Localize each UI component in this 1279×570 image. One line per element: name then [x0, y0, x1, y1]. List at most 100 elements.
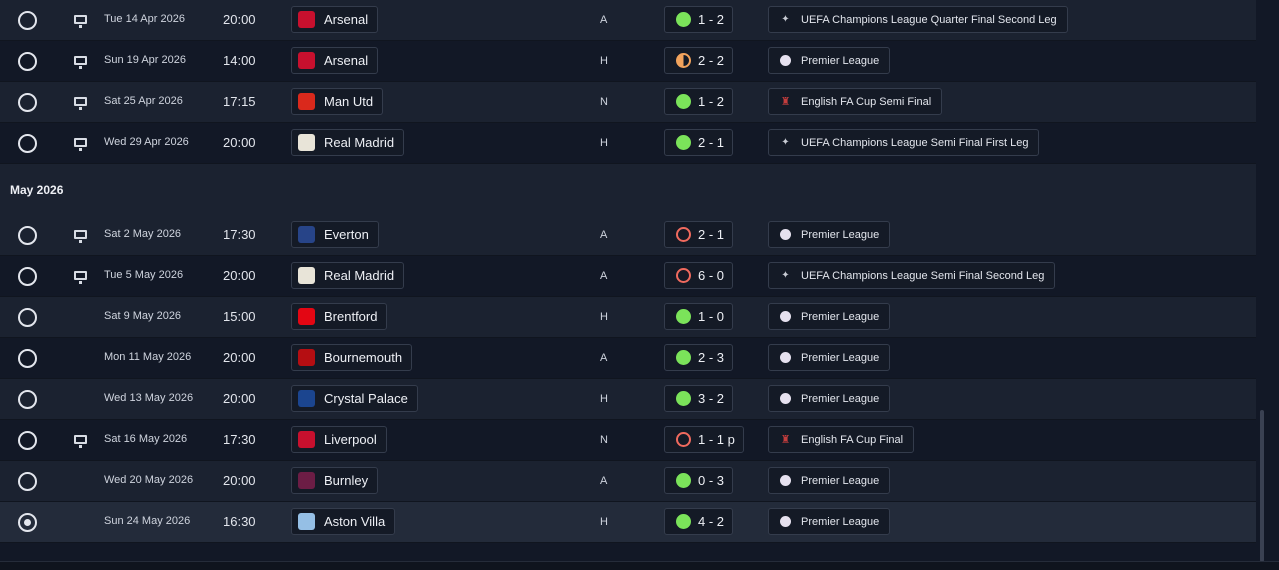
select-radio[interactable] [18, 349, 37, 368]
opponent-chip[interactable]: Aston Villa [291, 508, 396, 535]
result-chip[interactable]: 1 - 0 [664, 303, 734, 330]
result-draw-icon [676, 53, 691, 68]
competition-chip[interactable]: Premier League [768, 385, 891, 412]
result-chip[interactable]: 2 - 3 [664, 344, 734, 371]
select-radio[interactable] [18, 308, 37, 327]
result-chip[interactable]: 4 - 2 [664, 508, 734, 535]
venue: N [600, 434, 608, 446]
result-win-icon [676, 12, 691, 27]
competition-name: Premier League [801, 310, 880, 323]
fixture-time: 20:00 [223, 473, 256, 488]
select-radio[interactable] [18, 93, 37, 112]
venue: H [600, 516, 608, 528]
competition-chip[interactable]: UEFA Champions League Semi Final First L… [768, 129, 1040, 156]
competition-chip[interactable]: UEFA Champions League Quarter Final Seco… [768, 6, 1068, 33]
opponent-name: Crystal Palace [324, 391, 408, 406]
opponent-chip[interactable]: Man Utd [291, 88, 384, 115]
select-radio[interactable] [18, 513, 37, 532]
competition-chip[interactable]: Premier League [768, 467, 891, 494]
fixture-row[interactable]: Sat 25 Apr 2026 17:15 Man Utd N 1 - 2 English… [0, 82, 1256, 123]
result-win-icon [676, 514, 691, 529]
venue: H [600, 393, 608, 405]
tv-icon [74, 56, 87, 69]
fixture-date: Sat 9 May 2026 [104, 310, 182, 322]
opponent-chip[interactable]: Everton [291, 221, 379, 248]
competition-chip[interactable]: UEFA Champions League Semi Final Second … [768, 262, 1056, 289]
opponent-chip[interactable]: Brentford [291, 303, 388, 330]
result-win-icon [676, 473, 691, 488]
competition-name: UEFA Champions League Quarter Final Seco… [801, 13, 1057, 26]
competition-name: Premier League [801, 351, 880, 364]
select-radio[interactable] [18, 226, 37, 245]
opponent-chip[interactable]: Real Madrid [291, 129, 405, 156]
score: 2 - 1 [698, 135, 725, 150]
competition-name: UEFA Champions League Semi Final First L… [801, 136, 1029, 149]
select-radio[interactable] [18, 431, 37, 450]
result-loss-icon [676, 432, 691, 447]
fixture-time: 17:30 [223, 227, 256, 242]
opponent-chip[interactable]: Arsenal [291, 6, 379, 33]
fixture-row[interactable]: Wed 29 Apr 2026 20:00 Real Madrid H 2 - 1 UEF… [0, 123, 1256, 164]
result-chip[interactable]: 2 - 1 [664, 129, 734, 156]
competition-chip[interactable]: English FA Cup Semi Final [768, 88, 943, 115]
competition-chip[interactable]: Premier League [768, 303, 891, 330]
everton-crest-icon [298, 226, 315, 243]
pl-logo-icon [777, 390, 794, 407]
opponent-chip[interactable]: Crystal Palace [291, 385, 418, 412]
result-chip[interactable]: 1 - 2 [664, 88, 734, 115]
fixture-row[interactable]: Sun 24 May 2026 16:30 Aston Villa H 4 - 2 Pre… [0, 502, 1256, 543]
select-radio[interactable] [18, 267, 37, 286]
competition-name: English FA Cup Final [801, 433, 904, 446]
select-radio[interactable] [18, 52, 37, 71]
aston-villa-crest-icon [298, 513, 315, 530]
fixture-row[interactable]: Tue 14 Apr 2026 20:00 Arsenal A 1 - 2 UEFA Ch… [0, 0, 1256, 41]
arsenal-crest-icon [298, 52, 315, 69]
competition-chip[interactable]: Premier League [768, 344, 891, 371]
competition-chip[interactable]: Premier League [768, 47, 891, 74]
result-chip[interactable]: 2 - 1 [664, 221, 734, 248]
score: 2 - 1 [698, 227, 725, 242]
fixture-row[interactable]: Mon 11 May 2026 20:00 Bournemouth A 2 - 3 Pre… [0, 338, 1256, 379]
fixture-time: 20:00 [223, 268, 256, 283]
fixture-row[interactable]: Wed 13 May 2026 20:00 Crystal Palace H 3 - 2… [0, 379, 1256, 420]
select-radio[interactable] [18, 390, 37, 409]
fixture-date: Sun 19 Apr 2026 [104, 54, 186, 66]
opponent-name: Brentford [324, 309, 378, 324]
select-radio[interactable] [18, 134, 37, 153]
fixture-row[interactable]: Wed 20 May 2026 20:00 Burnley A 0 - 3 Premier… [0, 461, 1256, 502]
fixture-time: 14:00 [223, 53, 256, 68]
fixture-date: Mon 11 May 2026 [104, 351, 192, 363]
opponent-chip[interactable]: Bournemouth [291, 344, 413, 371]
fixture-row[interactable]: Sun 19 Apr 2026 14:00 Arsenal H 2 - 2 Premier… [0, 41, 1256, 82]
scrollbar-thumb[interactable] [1260, 410, 1264, 562]
competition-chip[interactable]: Premier League [768, 221, 891, 248]
fixture-row[interactable]: Sat 2 May 2026 17:30 Everton A 2 - 1 Premier … [0, 215, 1256, 256]
tv-icon [74, 138, 87, 151]
result-chip[interactable]: 0 - 3 [664, 467, 734, 494]
result-chip[interactable]: 6 - 0 [664, 262, 734, 289]
competition-name: Premier League [801, 228, 880, 241]
opponent-chip[interactable]: Arsenal [291, 47, 379, 74]
fixture-row[interactable]: Tue 5 May 2026 20:00 Real Madrid A 6 - 0 UEFA… [0, 256, 1256, 297]
competition-chip[interactable]: English FA Cup Final [768, 426, 915, 453]
pl-logo-icon [777, 308, 794, 325]
result-chip[interactable]: 1 - 1 p [664, 426, 744, 453]
opponent-chip[interactable]: Burnley [291, 467, 379, 494]
result-chip[interactable]: 2 - 2 [664, 47, 734, 74]
result-chip[interactable]: 3 - 2 [664, 385, 734, 412]
opponent-chip[interactable]: Liverpool [291, 426, 387, 453]
result-chip[interactable]: 1 - 2 [664, 6, 734, 33]
opponent-chip[interactable]: Real Madrid [291, 262, 405, 289]
arsenal-crest-icon [298, 11, 315, 28]
select-radio[interactable] [18, 11, 37, 30]
ucl-logo-icon [777, 267, 794, 284]
fixture-row[interactable]: Sat 9 May 2026 15:00 Brentford H 1 - 0 Premie… [0, 297, 1256, 338]
fixture-date: Sat 2 May 2026 [104, 228, 182, 240]
select-radio[interactable] [18, 472, 37, 491]
result-win-icon [676, 350, 691, 365]
competition-name: Premier League [801, 54, 880, 67]
competition-name: English FA Cup Semi Final [801, 95, 932, 108]
competition-chip[interactable]: Premier League [768, 508, 891, 535]
venue: A [600, 475, 608, 487]
fixture-row[interactable]: Sat 16 May 2026 17:30 Liverpool N 1 - 1 p Eng… [0, 420, 1256, 461]
